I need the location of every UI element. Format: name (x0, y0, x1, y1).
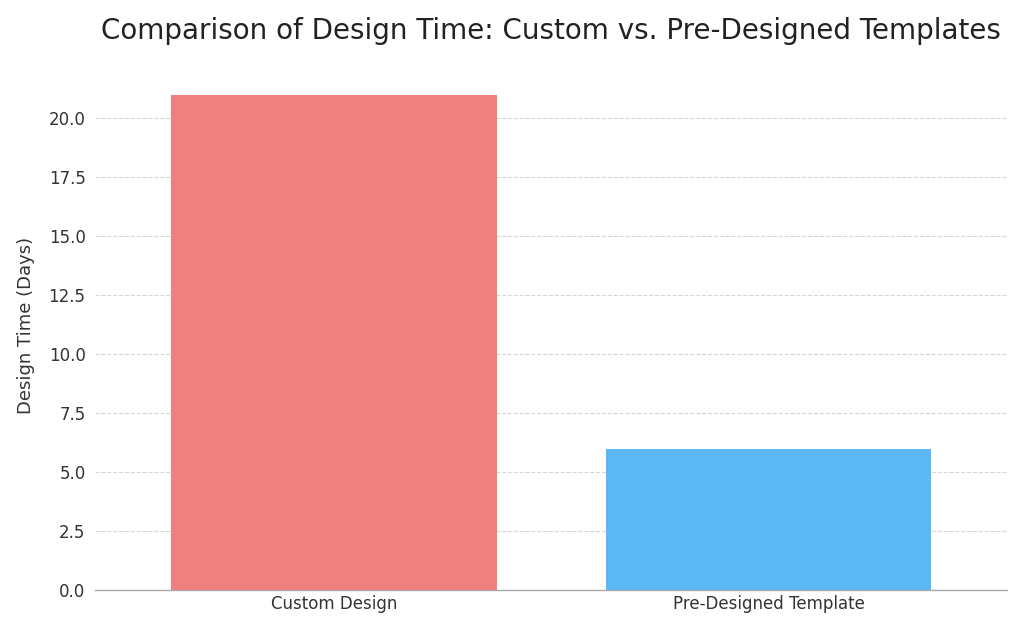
Y-axis label: Design Time (Days): Design Time (Days) (16, 236, 35, 413)
Bar (171, 95, 497, 590)
Title: Comparison of Design Time: Custom vs. Pre-Designed Templates: Comparison of Design Time: Custom vs. Pr… (101, 16, 1001, 45)
Bar (605, 449, 932, 590)
